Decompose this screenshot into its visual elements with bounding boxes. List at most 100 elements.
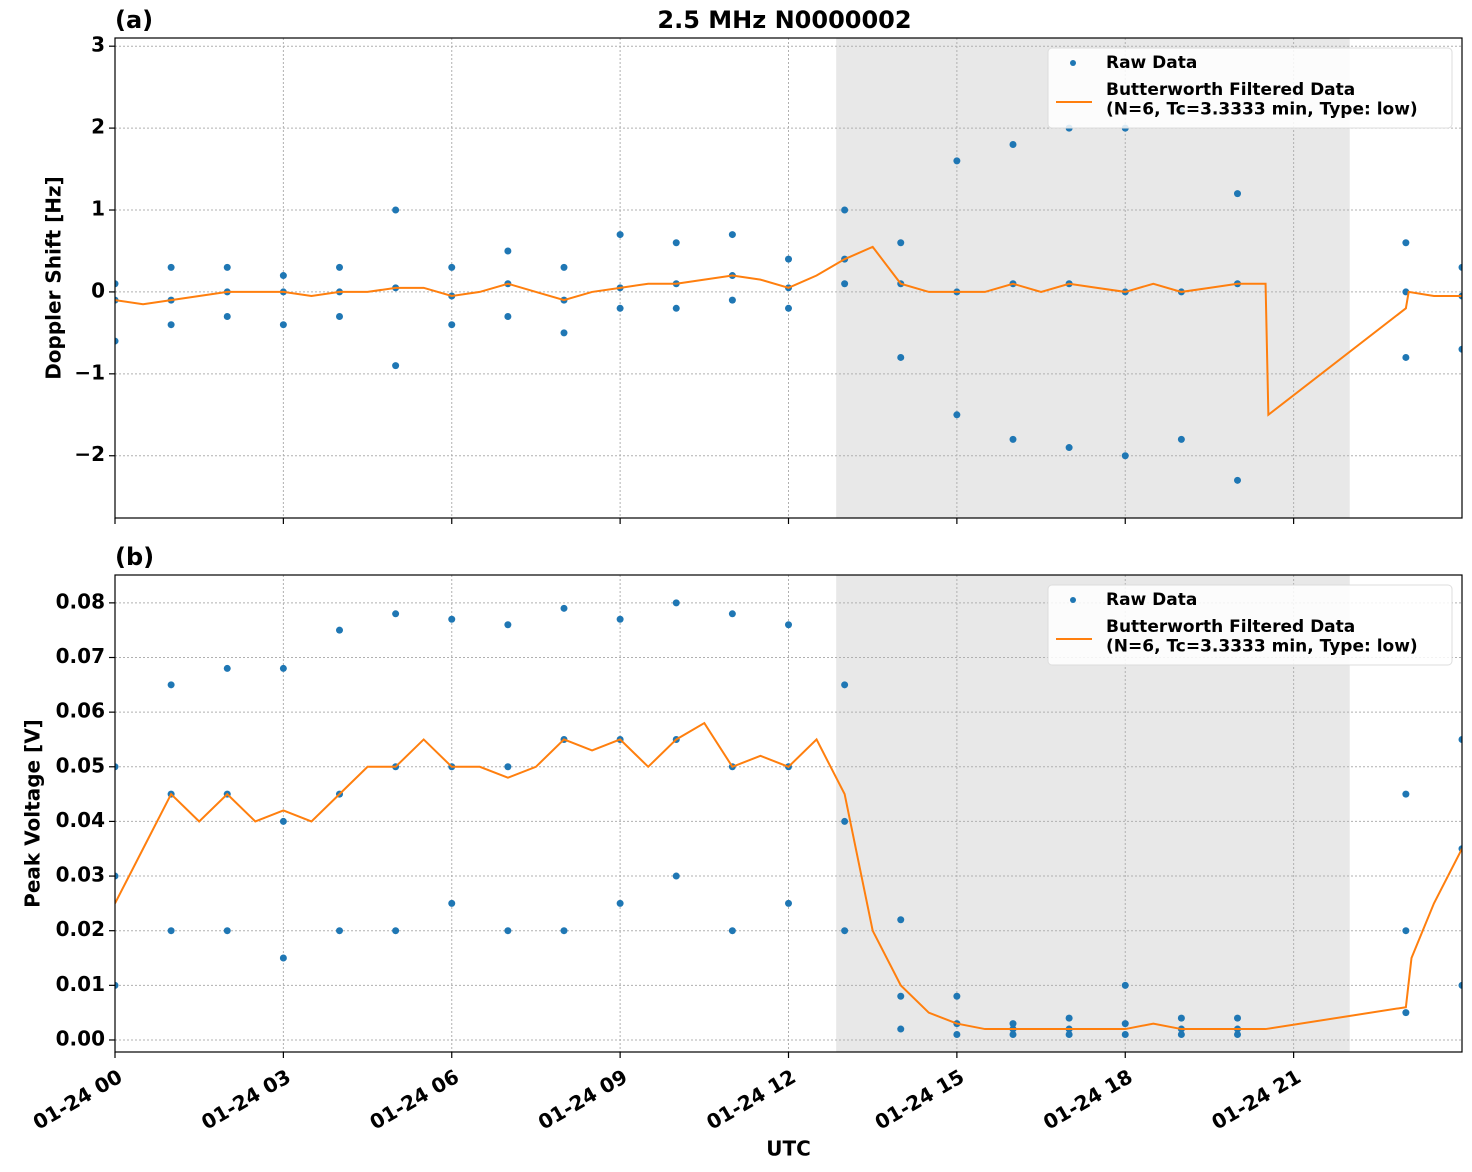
raw-point [392,362,400,370]
raw-point [223,312,231,320]
raw-point [504,621,512,629]
raw-point [504,763,512,771]
raw-point [953,992,961,1000]
panel-label: (a) [115,6,153,34]
raw-point [672,239,680,247]
raw-point [672,304,680,312]
raw-point [279,664,287,672]
y-tick-label: 1 [91,197,105,221]
raw-point [841,681,849,689]
y-tick-label: 0.06 [56,699,105,723]
x-tick-label: 01-24 18 [1039,1064,1137,1134]
legend-label: Raw Data [1106,590,1197,610]
raw-point [953,411,961,419]
legend: Raw Data Butterworth Filtered Data (N=6, T… [1047,584,1453,666]
raw-point [1402,927,1410,935]
raw-point [223,927,231,935]
y-tick-label: 0.00 [56,1026,105,1050]
raw-point [504,927,512,935]
raw-point [785,899,792,907]
data [115,599,1462,1039]
axes-frame [114,574,1463,1053]
raw-point [560,263,568,271]
raw-point [448,899,456,907]
raw-point [1121,452,1129,460]
raw-point [1177,1031,1185,1039]
raw-point [785,304,792,312]
y-tick-label: 0.05 [56,753,105,777]
y-tick-label: 0.02 [56,917,105,941]
raw-point [1458,981,1462,989]
raw-point [1009,1031,1017,1039]
y-tick-label: −2 [74,442,105,466]
y-tick-label: 0.07 [56,644,105,668]
raw-point [223,263,231,271]
raw-point [1065,1014,1073,1022]
raw-point [1234,1014,1241,1022]
raw-point [448,615,456,623]
raw-point [336,312,343,320]
y-tick-label: −1 [74,360,105,384]
raw-point [616,304,624,312]
raw-point [336,626,343,634]
raw-point [841,927,849,935]
raw-point [897,992,905,1000]
raw-point [728,296,736,304]
filtered-line [115,721,1462,1031]
raw-point [728,927,736,935]
raw-point [448,263,456,271]
raw-point [728,610,736,618]
raw-point [167,927,175,935]
raw-point [785,255,792,263]
raw-point [1009,140,1017,148]
raw-point [1234,1031,1241,1039]
raw-point [115,872,119,880]
axes-frame [114,37,1463,519]
panel: −2 −1 0 1 2 3 (a) 2.5 MHz N0000002 Doppler Shift… [42,6,1463,524]
raw-point [1177,1014,1185,1022]
raw-point [1458,345,1462,353]
x-tick-label: 01-24 06 [365,1064,463,1134]
legend-marker [1070,60,1076,66]
raw-point [728,231,736,239]
legend-label: Raw Data [1106,53,1197,73]
y-tick-label: 0.01 [56,972,105,996]
raw-point [336,263,343,271]
raw-point [1121,1020,1129,1028]
raw-point [672,872,680,880]
raw-point [279,321,287,329]
raw-point [279,272,287,280]
raw-point [1458,735,1462,743]
raw-point [1009,1020,1017,1028]
raw-point [616,615,624,623]
raw-point [115,337,119,345]
raw-point [115,280,119,288]
y-axis-label: Peak Voltage [V] [21,719,45,908]
panel: 01-24 00 01-24 03 01-24 06 01-24 09 01-24 12… [21,543,1463,1161]
raw-point [560,329,568,337]
raw-point [279,817,287,825]
raw-point [1009,435,1017,443]
raw-point [392,927,400,935]
raw-point [167,321,175,329]
y-tick-label: 3 [91,33,105,57]
y-axis-label: Doppler Shift [Hz] [42,176,66,380]
raw-point [504,247,512,255]
raw-point [1121,981,1129,989]
raw-point [167,263,175,271]
legend-box [1047,584,1453,666]
raw-point [1402,353,1410,361]
raw-point [504,312,512,320]
raw-point [223,664,231,672]
raw-point [1065,444,1073,452]
raw-point [1234,190,1241,198]
raw-point [560,604,568,612]
x-tick-label: 01-24 09 [534,1064,632,1134]
raw-point [1177,435,1185,443]
raw-point [897,1025,905,1033]
x-tick-label: 01-24 03 [197,1064,295,1134]
raw-point [167,681,175,689]
raw-point [1402,239,1410,247]
legend-marker [1070,597,1076,603]
raw-point [392,206,400,214]
